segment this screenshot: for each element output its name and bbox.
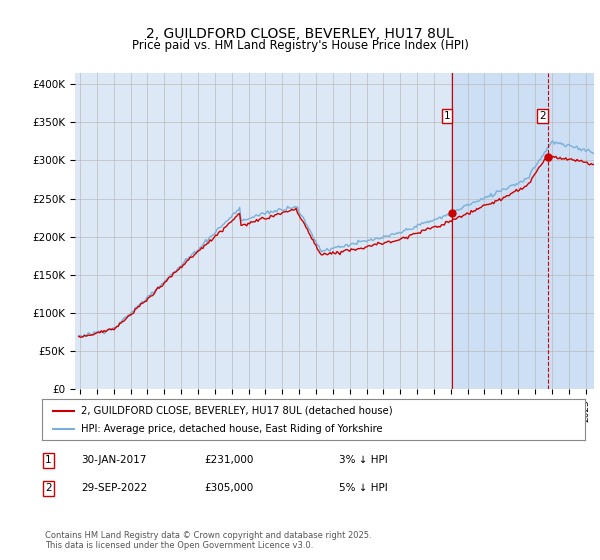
Text: 1: 1 <box>45 455 52 465</box>
Text: 3% ↓ HPI: 3% ↓ HPI <box>339 455 388 465</box>
Text: 30-JAN-2017: 30-JAN-2017 <box>81 455 146 465</box>
Text: 2, GUILDFORD CLOSE, BEVERLEY, HU17 8UL: 2, GUILDFORD CLOSE, BEVERLEY, HU17 8UL <box>146 27 454 41</box>
Text: HPI: Average price, detached house, East Riding of Yorkshire: HPI: Average price, detached house, East… <box>81 424 383 434</box>
Text: 5% ↓ HPI: 5% ↓ HPI <box>339 483 388 493</box>
Text: £305,000: £305,000 <box>204 483 253 493</box>
Text: £231,000: £231,000 <box>204 455 253 465</box>
Text: Price paid vs. HM Land Registry's House Price Index (HPI): Price paid vs. HM Land Registry's House … <box>131 39 469 53</box>
Text: 2, GUILDFORD CLOSE, BEVERLEY, HU17 8UL (detached house): 2, GUILDFORD CLOSE, BEVERLEY, HU17 8UL (… <box>81 405 393 416</box>
Text: 2: 2 <box>539 111 546 122</box>
Text: 1: 1 <box>444 111 451 122</box>
Text: 29-SEP-2022: 29-SEP-2022 <box>81 483 147 493</box>
Bar <box>452 73 600 389</box>
Text: 2: 2 <box>45 483 52 493</box>
Text: Contains HM Land Registry data © Crown copyright and database right 2025.
This d: Contains HM Land Registry data © Crown c… <box>45 531 371 550</box>
